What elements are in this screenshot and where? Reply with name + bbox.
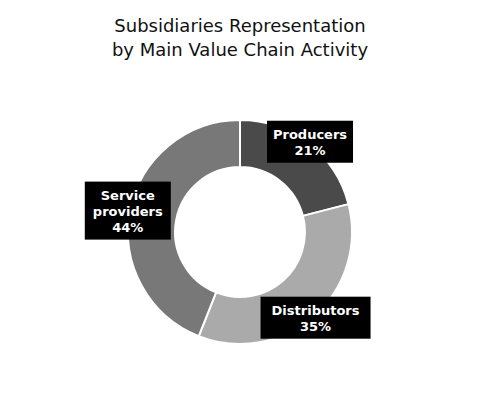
- svg-text:Producers21%: Producers21%: [273, 127, 347, 158]
- html-text:Subsidiaries Representation: Subsidiaries Representation: [114, 15, 366, 36]
- svg-text:Serviceproviders44%: Serviceproviders44%: [93, 188, 163, 235]
- svg-text:Distributors35%: Distributors35%: [272, 303, 360, 334]
- html-text:by Main Value Chain Activity: by Main Value Chain Activity: [111, 39, 368, 60]
